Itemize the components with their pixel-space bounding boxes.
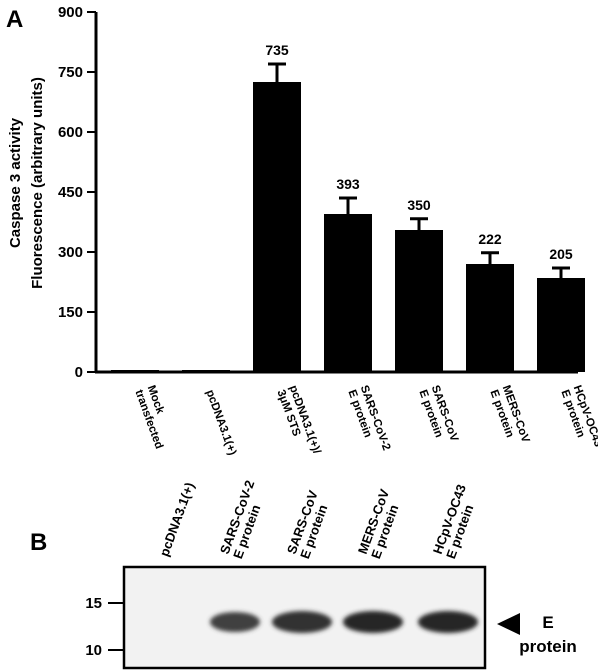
bars: 735 393 350 222 205 — [111, 42, 585, 372]
bar — [537, 278, 585, 372]
bar — [111, 370, 159, 372]
panel-b-label: B — [30, 529, 47, 556]
y-axis-label: Caspase 3 activity Fluorescence (arbitra… — [7, 77, 46, 289]
panel-a-label: A — [6, 6, 23, 33]
bar — [182, 370, 230, 372]
y-tick-label: 900 — [58, 4, 83, 21]
blot-lane-labels: pcDNA3.1(+) SARS-CoV-2E protein SARS-CoVE … — [156, 478, 477, 561]
band-arrow-icon — [497, 613, 520, 635]
band-label-line-1: E — [542, 613, 553, 632]
bar — [395, 230, 443, 372]
bar — [324, 214, 372, 372]
blot-band — [210, 612, 260, 632]
y-axis-label-line-1: Caspase 3 activity — [7, 117, 24, 248]
marker-label: 10 — [85, 642, 102, 659]
axes: 0 150 300 450 600 750 900 — [58, 4, 578, 381]
y-tick-label: 600 — [58, 124, 83, 141]
data-label: 205 — [549, 246, 573, 262]
y-tick-label: 300 — [58, 244, 83, 261]
bar — [466, 264, 514, 372]
band-label-line-2: protein — [519, 637, 577, 656]
y-tick-label: 0 — [75, 364, 83, 381]
blot-band — [272, 611, 332, 633]
marker-label: 15 — [85, 595, 102, 612]
blot-bands — [210, 611, 478, 633]
data-label: 393 — [336, 176, 360, 192]
bar — [253, 82, 301, 372]
blot-lane-label-line: pcDNA3.1(+) — [156, 480, 197, 558]
y-tick-label: 450 — [58, 184, 83, 201]
blot-lane-label: SARS-CoV-2E protein — [217, 478, 264, 561]
blot-lane-label: pcDNA3.1(+) — [156, 480, 197, 558]
x-tick-label: pcDNA3.1(+) — [203, 388, 238, 457]
blot-band — [343, 611, 403, 633]
data-label: 735 — [265, 42, 289, 58]
x-tick-label-line: pcDNA3.1(+) — [203, 388, 238, 457]
data-label: 350 — [407, 197, 431, 213]
data-label: 222 — [478, 231, 502, 247]
y-tick-label: 750 — [58, 64, 83, 81]
blot-band — [418, 611, 478, 633]
y-axis-label-line-2: Fluorescence (arbitrary units) — [29, 77, 46, 289]
x-tick-label: SARS-CoV-2E protein — [345, 384, 392, 452]
x-tick-label: pcDNA3.1(+)/3μM STS — [274, 384, 322, 456]
y-tick-label: 150 — [58, 304, 83, 321]
